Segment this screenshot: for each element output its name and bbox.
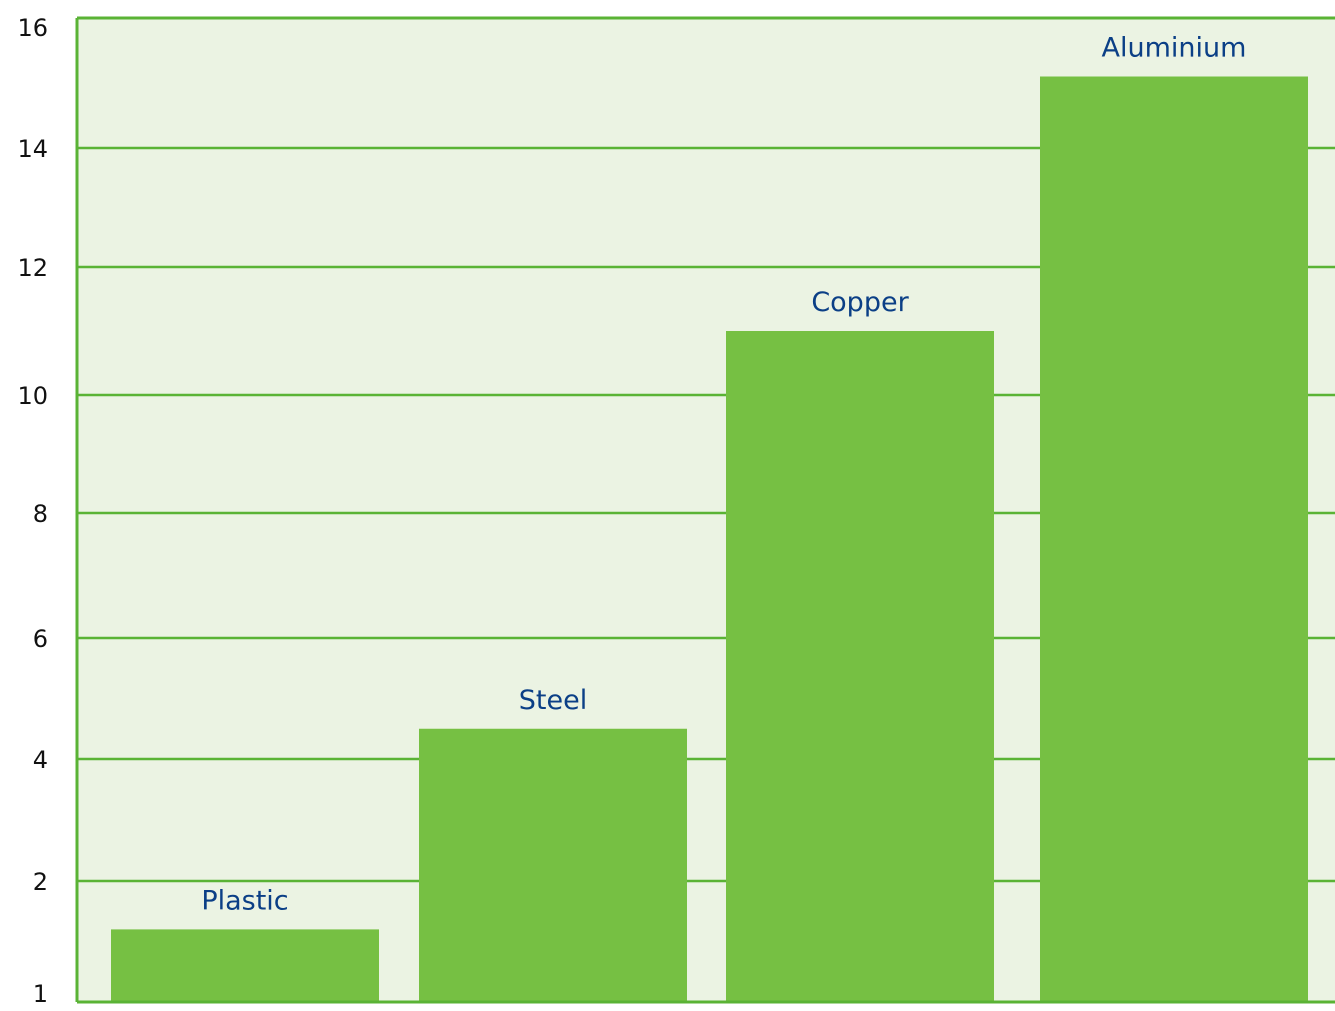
y-tick-label-2: 2: [33, 868, 48, 896]
y-tick-label-1: 1: [33, 980, 48, 1006]
bar-plastic: [111, 929, 379, 1002]
bar-label-aluminium: Aluminium: [1102, 33, 1247, 64]
bar-steel: [419, 728, 687, 1002]
y-tick-label-4: 4: [33, 746, 48, 774]
bar-copper: [726, 331, 994, 1002]
y-tick-label-14: 14: [17, 135, 48, 163]
bar-aluminium: [1040, 76, 1308, 1002]
axes: [75, 16, 1335, 1004]
y-tick-label-8: 8: [33, 500, 48, 528]
bar-label-copper: Copper: [811, 287, 909, 318]
bar-label-plastic: Plastic: [201, 885, 288, 916]
y-tick-label-10: 10: [17, 382, 48, 410]
y-tick-label-12: 12: [17, 254, 48, 282]
bars: [111, 76, 1308, 1002]
bar-label-steel: Steel: [519, 685, 587, 716]
y-tick-label-16: 16: [17, 14, 48, 42]
y-tick-label-6: 6: [33, 625, 48, 653]
